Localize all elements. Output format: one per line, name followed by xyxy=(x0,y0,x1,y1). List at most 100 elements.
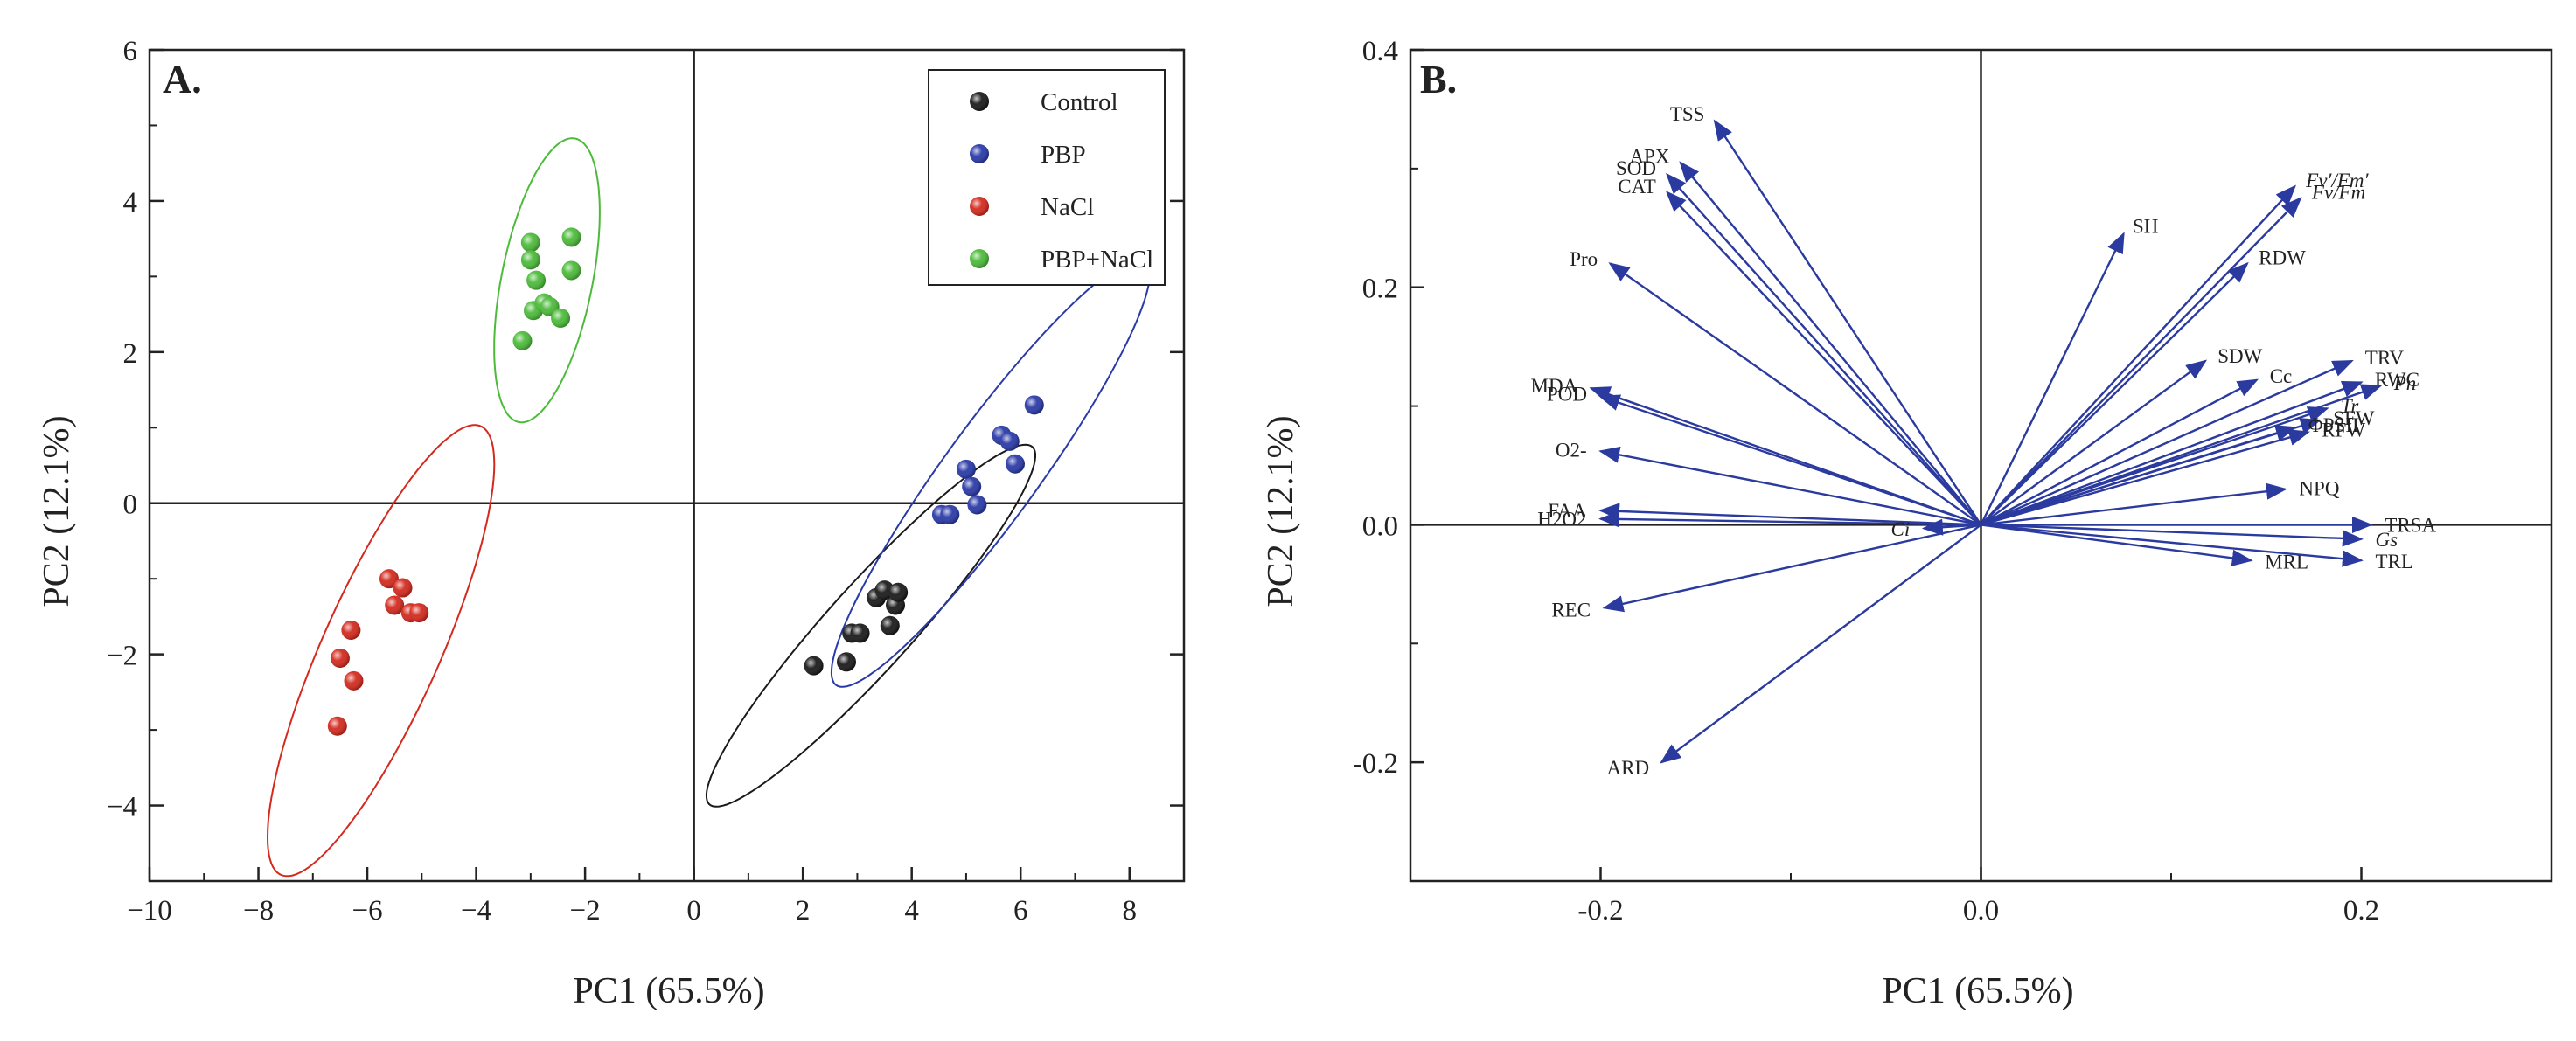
legend-item-control: Control xyxy=(970,88,1118,116)
legend-label: PBP xyxy=(1041,141,1086,169)
loading-trsa: TRSA xyxy=(1981,514,2437,536)
loading-arrow xyxy=(1660,524,1982,764)
loading-label: POD xyxy=(1547,384,1587,406)
loading-label: Pro xyxy=(1570,248,1598,270)
y-tick-label: -0.2 xyxy=(1353,748,1398,780)
x-tick-label: 8 xyxy=(1122,895,1137,926)
loading-trl: TRL xyxy=(1981,524,2413,573)
legend-marker-shine xyxy=(970,197,989,216)
loading-arrow xyxy=(1980,359,2208,526)
loading-label: TRL xyxy=(2375,551,2412,573)
point-pbp-nacl xyxy=(526,270,547,290)
point-nacl xyxy=(327,716,347,736)
point-shine xyxy=(344,670,364,691)
loading-label: Fv/Fm xyxy=(2311,182,2365,204)
loading-arrow xyxy=(1981,524,2253,566)
panel-a-axes: −10 −8 −6 −4 −2 0 2 4 6 8 −4 −2 0 2 4 6 xyxy=(107,36,1186,926)
point-control xyxy=(804,656,824,676)
legend-item-pbp-nacl: PBP+NaCl xyxy=(970,246,1153,274)
loading-mrl: MRL xyxy=(1981,524,2308,573)
loading-pro: Pro xyxy=(1570,248,1982,526)
loading-arrow xyxy=(1981,524,2364,567)
point-nacl xyxy=(379,569,399,589)
point-shine xyxy=(956,459,976,479)
panel-a-points xyxy=(327,227,1044,736)
legend-item-pbp: PBP xyxy=(970,141,1086,169)
loading-arrow xyxy=(1980,261,2249,526)
loading-arrow xyxy=(1981,524,2364,547)
loading-arrow xyxy=(1981,406,2329,526)
panel-b-label: B. xyxy=(1420,57,1457,101)
loading-arrow xyxy=(1602,524,1981,613)
loading-label: SDW xyxy=(2217,345,2262,367)
loading-label: ΦPSII xyxy=(2308,414,2359,436)
point-shine xyxy=(561,260,581,281)
loading-label: SFW xyxy=(2333,407,2375,429)
point-pbp xyxy=(1024,395,1044,415)
loading-arrow xyxy=(1981,482,2287,526)
legend-marker-shine xyxy=(970,144,989,163)
loading-arrow xyxy=(1665,191,1982,526)
point-shine xyxy=(967,495,987,515)
loading-arrow xyxy=(1666,172,1982,526)
y-tick-label: 0.4 xyxy=(1362,36,1398,67)
loading-sdw: SDW xyxy=(1980,345,2263,526)
loading-arrow xyxy=(1980,197,2302,526)
point-nacl xyxy=(344,670,364,691)
point-shine xyxy=(888,582,909,602)
ellipse-nacl xyxy=(266,424,496,878)
loading-label: SOD xyxy=(1616,157,1656,179)
point-shine xyxy=(962,476,982,496)
panel-a-confidence-ellipses xyxy=(266,137,1152,878)
point-pbp xyxy=(962,476,982,496)
x-tick-label: 0.2 xyxy=(2343,895,2379,926)
loading-h2o2: H2O2 xyxy=(1537,508,1981,530)
panel-a-y-axis-label: PC2 (12.1%) xyxy=(37,415,77,607)
loading-arrow xyxy=(1598,394,1981,526)
loading-pod: POD xyxy=(1547,384,1981,526)
loading-o2: O2- xyxy=(1556,439,1981,526)
point-shine xyxy=(520,250,540,270)
loading-label: O2- xyxy=(1556,439,1587,461)
panel-b-y-axis-label: PC2 (12.1%) xyxy=(1261,415,1301,607)
loading-arrow xyxy=(1921,518,1981,536)
point-shine xyxy=(385,595,405,615)
loading-arrow xyxy=(1713,119,1982,526)
point-pbp-nacl xyxy=(561,260,581,281)
point-pbp-nacl xyxy=(520,250,540,270)
legend-marker-shine xyxy=(970,249,989,268)
legend-item-nacl: NaCl xyxy=(970,193,1094,221)
x-tick-label: 0.0 xyxy=(1963,895,1999,926)
loading-fv-fm: Fv/Fm xyxy=(1980,182,2365,526)
x-tick-label: 4 xyxy=(904,895,919,926)
ellipse-pbp xyxy=(830,258,1152,688)
point-pbp-nacl xyxy=(520,232,540,253)
loading-arrow xyxy=(1980,232,2125,525)
point-shine xyxy=(850,623,870,643)
loading-ci: Ci xyxy=(1891,518,1981,540)
loading-arrow xyxy=(1598,446,1981,526)
point-shine xyxy=(836,652,856,672)
loading-faa: FAA xyxy=(1548,500,1981,526)
y-tick-label: 0.0 xyxy=(1362,510,1398,542)
loading-arrow xyxy=(1679,161,1982,526)
loading-arrow xyxy=(1981,380,2364,526)
loading-sod: SOD xyxy=(1616,157,1982,526)
point-shine xyxy=(551,308,571,328)
x-tick-label: −6 xyxy=(352,895,382,926)
loading-arrow xyxy=(1598,510,1981,528)
point-shine xyxy=(880,615,900,635)
point-shine xyxy=(327,716,347,736)
point-shine xyxy=(940,504,960,524)
point-pbp xyxy=(967,495,987,515)
loading-label: Pn xyxy=(2393,372,2417,394)
loading-tss: TSS xyxy=(1670,103,1982,526)
loading-arrow xyxy=(1981,425,2297,526)
loading-label: MDA xyxy=(1531,375,1578,397)
point-pbp xyxy=(1005,454,1025,474)
loading-label: RDW xyxy=(2259,247,2306,269)
x-tick-label: -0.2 xyxy=(1577,895,1623,926)
